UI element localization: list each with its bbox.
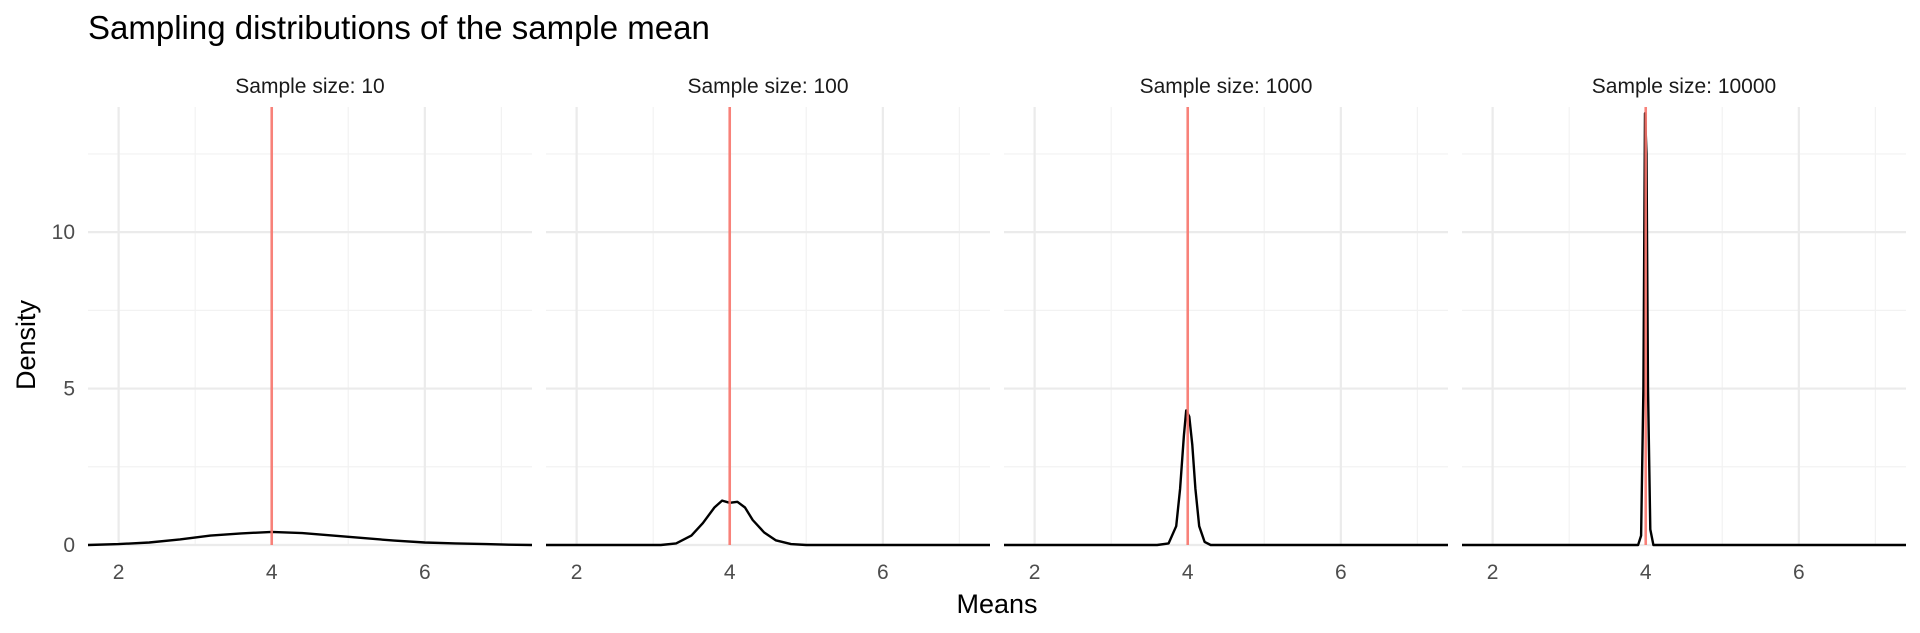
x-axis-title: Means <box>956 589 1037 619</box>
panel-strip-label: Sample size: 10000 <box>1592 75 1776 98</box>
panel-4: Sample size: 10000 2 4 6 <box>1462 75 1906 584</box>
panel-1: Sample size: 10 2 4 6 <box>87 75 533 584</box>
panel-3: Sample size: 1000 2 4 6 <box>1004 75 1448 584</box>
x-tick-label: 4 <box>1640 561 1652 584</box>
x-tick-label: 6 <box>419 561 431 584</box>
x-tick-label: 2 <box>113 561 125 584</box>
panel-strip-label: Sample size: 1000 <box>1140 75 1313 98</box>
y-tick-label: 10 <box>52 221 75 244</box>
x-tick-label: 6 <box>1335 561 1347 584</box>
x-tick-label: 6 <box>1793 561 1805 584</box>
x-tick-label: 2 <box>1029 561 1041 584</box>
x-tick-label: 2 <box>571 561 583 584</box>
chart-title: Sampling distributions of the sample mea… <box>88 9 710 46</box>
panel-strip-label: Sample size: 100 <box>687 75 848 98</box>
x-tick-label: 4 <box>1182 561 1194 584</box>
x-tick-label: 4 <box>266 561 278 584</box>
x-tick-label: 4 <box>724 561 736 584</box>
y-axis-title: Density <box>11 299 41 390</box>
x-tick-label: 2 <box>1487 561 1499 584</box>
density-line <box>1004 409 1448 547</box>
panel-strip-label: Sample size: 10 <box>235 75 384 98</box>
x-tick-label: 6 <box>877 561 889 584</box>
density-line <box>546 499 990 547</box>
density-line <box>1462 112 1906 547</box>
y-tick-label: 5 <box>63 378 75 401</box>
y-tick-label: 0 <box>63 534 75 557</box>
density-line <box>87 530 533 547</box>
panel-2: Sample size: 100 2 4 6 <box>546 75 990 584</box>
